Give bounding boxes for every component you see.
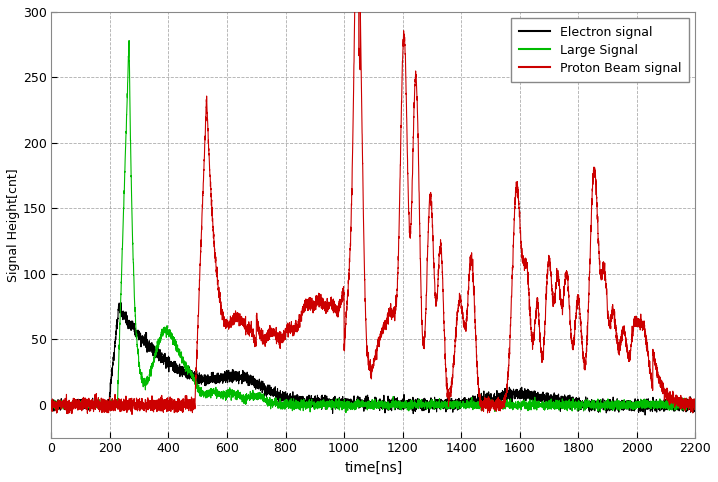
- Large Signal: [342, 410, 350, 415]
- Proton Beam signal: [490, 404, 499, 410]
- Proton Beam signal: [691, 406, 699, 412]
- Electron signal: [661, 399, 669, 404]
- Electron signal: [66, 400, 75, 405]
- Proton Beam signal: [128, 412, 136, 417]
- Electron signal: [140, 337, 149, 343]
- X-axis label: time[ns]: time[ns]: [344, 461, 403, 475]
- Large Signal: [490, 407, 499, 413]
- Large Signal: [661, 402, 669, 408]
- Proton Beam signal: [253, 328, 262, 334]
- Large Signal: [253, 396, 262, 402]
- Line: Large Signal: Large Signal: [52, 40, 695, 413]
- Electron signal: [253, 383, 262, 388]
- Electron signal: [47, 401, 56, 407]
- Proton Beam signal: [140, 408, 149, 414]
- Electron signal: [691, 402, 699, 408]
- Legend: Electron signal, Large Signal, Proton Beam signal: Electron signal, Large Signal, Proton Be…: [511, 18, 689, 82]
- Large Signal: [353, 402, 361, 407]
- Electron signal: [490, 395, 499, 401]
- Large Signal: [66, 401, 75, 406]
- Electron signal: [641, 412, 650, 418]
- Proton Beam signal: [47, 403, 56, 409]
- Electron signal: [353, 402, 361, 408]
- Line: Proton Beam signal: Proton Beam signal: [52, 0, 695, 415]
- Proton Beam signal: [66, 402, 75, 408]
- Large Signal: [691, 400, 699, 405]
- Electron signal: [117, 300, 126, 306]
- Line: Electron signal: Electron signal: [52, 303, 695, 415]
- Large Signal: [47, 402, 56, 408]
- Large Signal: [140, 380, 149, 386]
- Large Signal: [125, 38, 134, 43]
- Proton Beam signal: [661, 389, 669, 395]
- Y-axis label: Signal Height[cnt]: Signal Height[cnt]: [7, 168, 20, 281]
